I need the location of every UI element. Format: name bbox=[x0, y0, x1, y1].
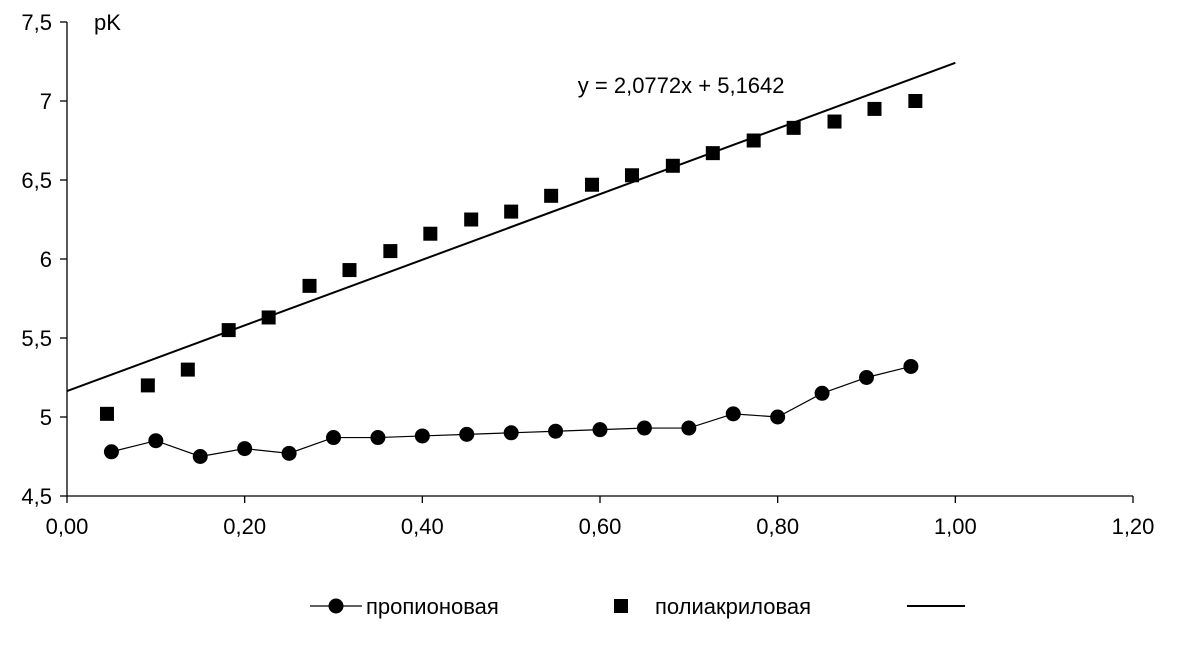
data-point-polyacrylic bbox=[383, 244, 398, 259]
data-point-polyacrylic bbox=[504, 204, 519, 219]
data-point-propionic bbox=[725, 406, 741, 422]
y-ticks: 4,5 5 5,5 6 6,5 7 7,5 bbox=[21, 10, 67, 509]
data-point-polyacrylic bbox=[624, 168, 639, 183]
data-point-propionic bbox=[548, 423, 564, 439]
y-tick-label: 6,5 bbox=[21, 168, 52, 193]
data-point-polyacrylic bbox=[585, 177, 600, 192]
y-tick-label: 5,5 bbox=[21, 326, 52, 351]
data-point-polyacrylic bbox=[786, 120, 801, 135]
legend-item-propionic: пропионовая bbox=[310, 594, 499, 619]
data-point-propionic bbox=[459, 426, 475, 442]
data-point-propionic bbox=[326, 430, 341, 446]
x-ticks: 0,00 0,20 0,40 0,60 0,80 1,00 1,20 bbox=[46, 496, 1155, 539]
x-tick-label: 0,00 bbox=[46, 514, 89, 539]
data-point-propionic bbox=[814, 385, 830, 401]
legend-item-polyacrylic: полиакриловая bbox=[614, 594, 811, 619]
data-point-propionic bbox=[414, 428, 430, 444]
trendline-equation: y = 2,0772x + 5,1642 bbox=[578, 73, 785, 98]
data-point-propionic bbox=[636, 420, 652, 436]
data-point-polyacrylic bbox=[544, 188, 559, 203]
data-point-polyacrylic bbox=[705, 146, 720, 161]
y-tick-label: 7 bbox=[40, 89, 52, 114]
legend-label-polyacrylic: полиакриловая bbox=[655, 594, 811, 619]
data-point-propionic bbox=[859, 370, 874, 385]
data-point-polyacrylic bbox=[827, 114, 842, 129]
legend-label-propionic: пропионовая bbox=[366, 594, 499, 619]
x-tick-label: 1,20 bbox=[1112, 514, 1155, 539]
data-point-polyacrylic bbox=[342, 263, 357, 278]
x-tick-label: 0,60 bbox=[579, 514, 622, 539]
data-point-polyacrylic bbox=[302, 278, 317, 293]
x-tick-label: 1,00 bbox=[934, 514, 977, 539]
data-point-polyacrylic bbox=[140, 378, 155, 393]
trendline bbox=[66, 61, 956, 392]
data-point-propionic bbox=[192, 449, 208, 464]
x-tick-label: 0,20 bbox=[223, 514, 266, 539]
data-point-propionic bbox=[770, 409, 786, 425]
x-tick-label: 0,80 bbox=[756, 514, 799, 539]
data-point-polyacrylic bbox=[746, 133, 761, 148]
data-point-propionic bbox=[903, 358, 919, 374]
data-point-polyacrylic bbox=[221, 323, 236, 338]
data-point-polyacrylic bbox=[908, 94, 923, 108]
data-point-propionic bbox=[681, 420, 697, 436]
data-point-propionic bbox=[370, 430, 386, 446]
y-tick-label: 6 bbox=[40, 247, 52, 272]
y-axis-label: pK bbox=[94, 10, 121, 35]
data-point-propionic bbox=[237, 441, 253, 457]
legend: пропионовая полиакриловая bbox=[310, 594, 965, 619]
data-point-propionic bbox=[103, 444, 119, 460]
series-line-propionic bbox=[111, 365, 912, 458]
data-point-polyacrylic bbox=[261, 310, 276, 325]
data-point-polyacrylic bbox=[867, 101, 882, 116]
legend-circle-marker bbox=[328, 598, 344, 614]
y-tick-label: 7,5 bbox=[21, 10, 52, 35]
data-point-propionic bbox=[281, 445, 297, 461]
data-point-propionic bbox=[592, 422, 608, 438]
y-tick-label: 4,5 bbox=[21, 484, 52, 509]
data-point-polyacrylic bbox=[423, 226, 438, 241]
data-point-propionic bbox=[148, 433, 164, 449]
x-tick-label: 0,40 bbox=[401, 514, 444, 539]
plot-area bbox=[66, 61, 956, 464]
legend-square-marker bbox=[614, 599, 628, 613]
data-point-propionic bbox=[503, 425, 519, 441]
data-point-polyacrylic bbox=[180, 362, 195, 377]
y-tick-label: 5 bbox=[40, 405, 52, 430]
data-point-polyacrylic bbox=[464, 212, 479, 227]
data-point-polyacrylic bbox=[665, 158, 680, 173]
data-point-polyacrylic bbox=[99, 406, 114, 421]
